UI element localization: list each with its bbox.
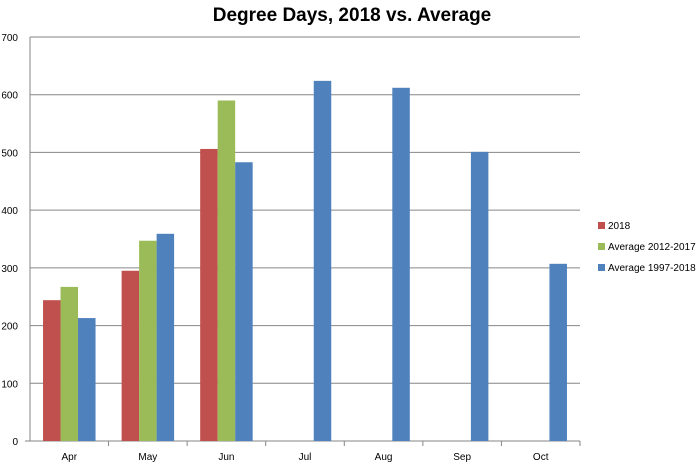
- bar-2018-apr: [43, 300, 61, 441]
- y-tick-label: 0: [12, 437, 18, 448]
- bar-average-1997-2018-may: [156, 233, 175, 441]
- bar-2018-may: [121, 270, 140, 441]
- bar-average-1997-2018-oct: [549, 263, 567, 441]
- x-tick-label: Jul: [299, 452, 312, 463]
- y-tick-label: 400: [1, 206, 18, 217]
- y-tick-label: 700: [1, 33, 18, 44]
- bar-2018-jun: [200, 148, 218, 442]
- x-tick-label: Oct: [533, 452, 549, 463]
- bar-average-1997-2018-apr: [78, 318, 96, 441]
- legend-swatch: [598, 264, 605, 271]
- bar-average-1997-2018-jun: [235, 162, 253, 442]
- y-tick-label: 300: [1, 264, 18, 275]
- y-tick-label: 500: [1, 148, 18, 159]
- legend-swatch: [598, 243, 605, 250]
- bar-average-2012-2017-may: [139, 240, 157, 441]
- y-tick-label: 100: [1, 379, 18, 390]
- chart-title: Degree Days, 2018 vs. Average: [213, 5, 492, 26]
- bar-average-2012-2017-jun: [217, 100, 236, 441]
- legend-label: Average 1997-2018: [608, 263, 696, 274]
- legend-label: Average 2012-2017: [608, 242, 696, 253]
- x-tick-label: May: [138, 452, 157, 463]
- y-tick-label: 200: [1, 322, 18, 333]
- bar-average-2012-2017-apr: [60, 286, 79, 441]
- legend-swatch: [598, 222, 605, 229]
- x-tick-label: Jun: [218, 452, 234, 463]
- bar-average-1997-2018-jul: [313, 80, 332, 441]
- x-tick-label: Aug: [375, 452, 393, 463]
- y-tick-label: 600: [1, 91, 18, 102]
- legend-label: 2018: [608, 221, 631, 232]
- x-tick-label: Apr: [62, 452, 78, 463]
- bar-average-1997-2018-sep: [470, 151, 489, 441]
- bar-average-1997-2018-aug: [392, 87, 410, 441]
- x-tick-label: Sep: [453, 452, 471, 463]
